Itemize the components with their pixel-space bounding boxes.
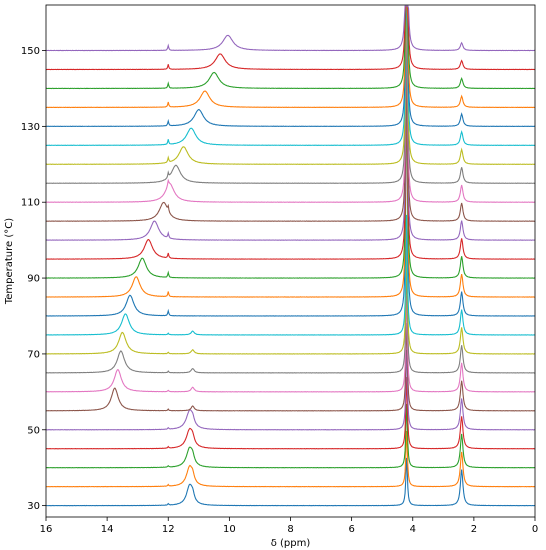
x-tick-label: 2 (471, 524, 477, 535)
y-axis-label: Temperature (°C) (4, 218, 15, 305)
spectrum-trace-145 (45, 5, 536, 71)
x-axis: 16 14 12 10 8 6 4 2 0 (40, 517, 538, 535)
spectrum-trace-110 (45, 5, 536, 203)
y-tick-label: 110 (21, 198, 40, 209)
y-axis: 30 50 70 90 110 130 150 (21, 46, 46, 512)
spectrum-trace-105 (45, 5, 536, 222)
spectrum-trace-70 (45, 241, 536, 355)
x-tick-label: 10 (223, 524, 236, 535)
spectrum-trace-90 (45, 58, 536, 279)
spectrum-trace-35 (45, 430, 536, 488)
spectrum-trace-125 (45, 5, 536, 147)
y-tick-label: 50 (27, 425, 40, 436)
spectrum-trace-135 (45, 5, 536, 109)
x-tick-label: 14 (101, 524, 114, 535)
spectrum-trace-55 (45, 322, 536, 412)
x-tick-label: 12 (162, 524, 175, 535)
spectrum-trace-140 (45, 5, 536, 90)
spectrum-trace-115 (45, 5, 536, 184)
spectrum-trace-150 (45, 5, 536, 52)
x-axis-label: δ (ppm) (271, 538, 311, 549)
spectrum-trace-120 (45, 5, 536, 165)
y-tick-label: 130 (21, 122, 40, 133)
spectrum-trace-75 (45, 214, 536, 336)
y-tick-label: 150 (21, 46, 40, 57)
x-tick-label: 0 (532, 524, 538, 535)
y-tick-label: 30 (27, 501, 40, 512)
spectrum-trace-65 (45, 268, 536, 374)
y-tick-label: 70 (27, 349, 40, 360)
spectrum-trace-30 (45, 457, 536, 507)
spectrum-trace-50 (45, 349, 536, 431)
spectrum-trace-60 (45, 295, 536, 393)
y-tick-label: 90 (27, 274, 40, 285)
x-tick-label: 8 (287, 524, 293, 535)
spectrum-trace-40 (45, 403, 536, 469)
spectrum-trace-80 (45, 96, 536, 317)
spectrum-trace-85 (45, 77, 536, 298)
spectrum-trace-100 (45, 20, 536, 241)
spectrum-trace-95 (45, 39, 536, 260)
x-tick-label: 16 (40, 524, 53, 535)
x-tick-label: 4 (410, 524, 416, 535)
spectrum-trace-130 (45, 5, 536, 128)
x-tick-label: 6 (348, 524, 354, 535)
spectra-traces (45, 5, 536, 507)
spectrum-trace-45 (45, 377, 536, 450)
plot-frame (45, 4, 536, 518)
